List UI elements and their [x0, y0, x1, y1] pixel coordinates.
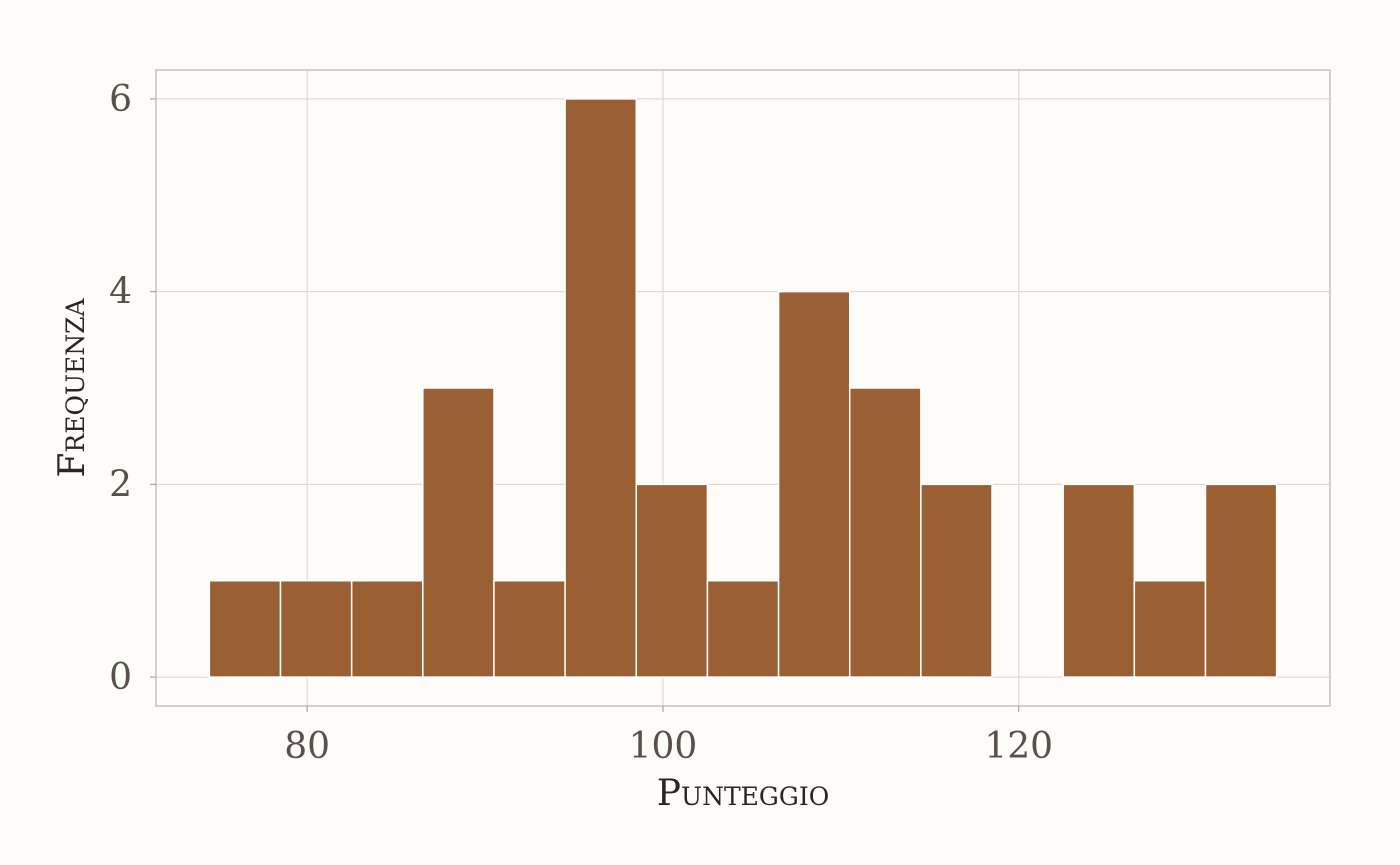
histogram-bars	[208, 98, 1278, 678]
histogram-bar-14	[1204, 483, 1278, 678]
y-axis-title: Frequenza	[52, 297, 93, 477]
x-tick-label-80: 80	[284, 726, 330, 767]
x-tick-label-120: 120	[984, 726, 1053, 767]
histogram-bar-5	[564, 98, 638, 678]
y-tick-label-0: 0	[109, 657, 132, 698]
y-tick-label-4: 4	[109, 272, 132, 313]
histogram-bar-1	[279, 579, 353, 678]
histogram-bar-7	[706, 579, 780, 678]
histogram-bar-0	[208, 579, 282, 678]
histogram-bar-10	[920, 483, 993, 678]
x-axis-ticks: 80 100 120	[284, 706, 1053, 767]
histogram-bar-2	[350, 579, 424, 678]
x-axis-title: Punteggio	[657, 773, 829, 814]
x-tick-label-100: 100	[629, 726, 698, 767]
y-tick-label-6: 6	[109, 79, 132, 120]
y-axis-ticks: 0 2 4 6	[109, 79, 156, 698]
histogram-bar-4	[493, 579, 566, 678]
histogram-bar-6	[635, 483, 709, 678]
histogram-bar-3	[422, 387, 495, 678]
y-tick-label-2: 2	[109, 464, 132, 505]
histogram-bar-13	[1133, 579, 1207, 678]
histogram-bar-9	[848, 387, 922, 678]
histogram-bar-8	[777, 290, 851, 678]
histogram-bar-12	[1062, 483, 1136, 678]
panel-border	[155, 69, 1331, 707]
